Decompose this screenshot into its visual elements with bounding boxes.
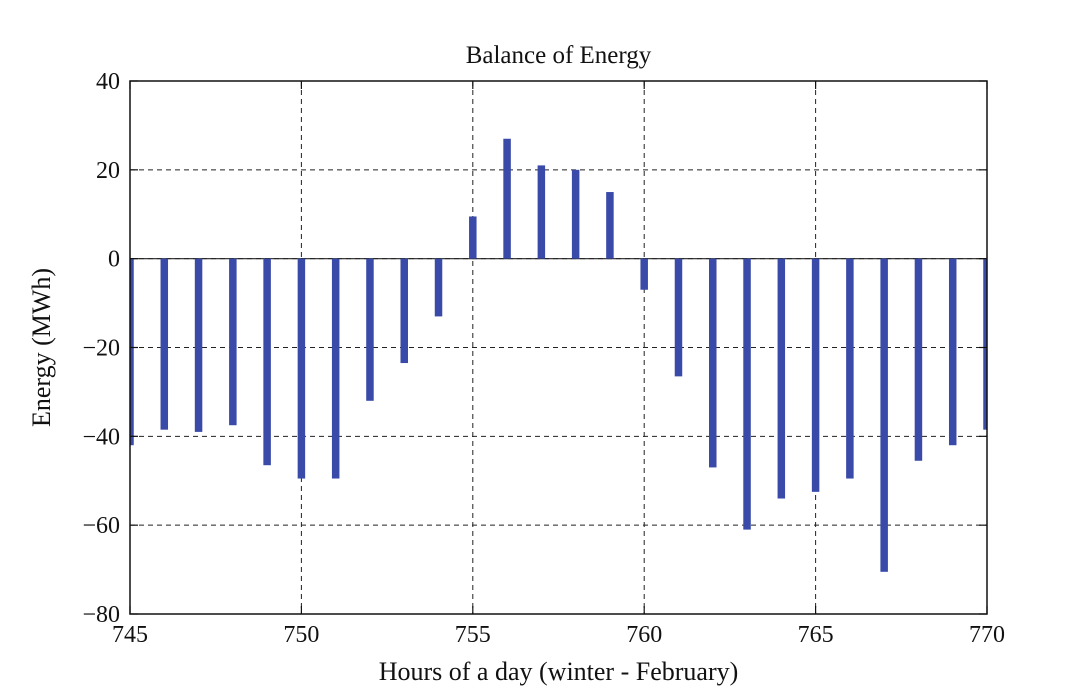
bar [948,258,957,446]
bar [503,138,511,259]
grid [130,81,987,614]
bar [229,258,237,426]
bar [366,258,374,401]
bar [160,258,169,430]
bar [571,169,580,259]
bar [130,258,134,446]
x-tick-label: 770 [969,622,1005,648]
bar [914,258,923,461]
bar [400,258,408,364]
bar [811,258,820,492]
bar [297,258,306,479]
bar [674,258,683,377]
x-tick-label: 755 [455,622,491,648]
bar [743,258,751,530]
bar [263,258,271,466]
bar [606,192,614,259]
y-axis-label: Energy (MWh) [27,268,56,427]
y-tick-label: 20 [96,158,120,184]
x-tick-label: 760 [626,622,662,648]
bar [846,258,854,479]
chart-title: Balance of Energy [466,42,652,69]
bar [640,258,648,290]
x-tick-label: 745 [112,622,148,648]
bar [777,258,786,499]
bar [983,258,987,430]
bar [194,258,203,432]
bars [130,138,987,572]
bar [331,258,340,479]
y-tick-label: −60 [82,513,120,539]
x-axis-label: Hours of a day (winter - February) [379,657,739,686]
x-tick-label: 765 [798,622,834,648]
y-tick-label: 40 [96,69,120,95]
bar [537,165,546,259]
x-tick-label: 750 [283,622,319,648]
bar [469,216,477,259]
y-tick-label: 0 [108,247,120,273]
bar [709,258,717,468]
bar [880,258,888,572]
y-tick-label: −20 [82,336,120,362]
ticks: 745 750 755 760 765 770 −80 −60 −40 −20 0 20 40 [82,69,1005,648]
bar [434,258,443,317]
y-tick-label: −40 [82,424,120,450]
y-tick-label: −80 [82,602,120,628]
